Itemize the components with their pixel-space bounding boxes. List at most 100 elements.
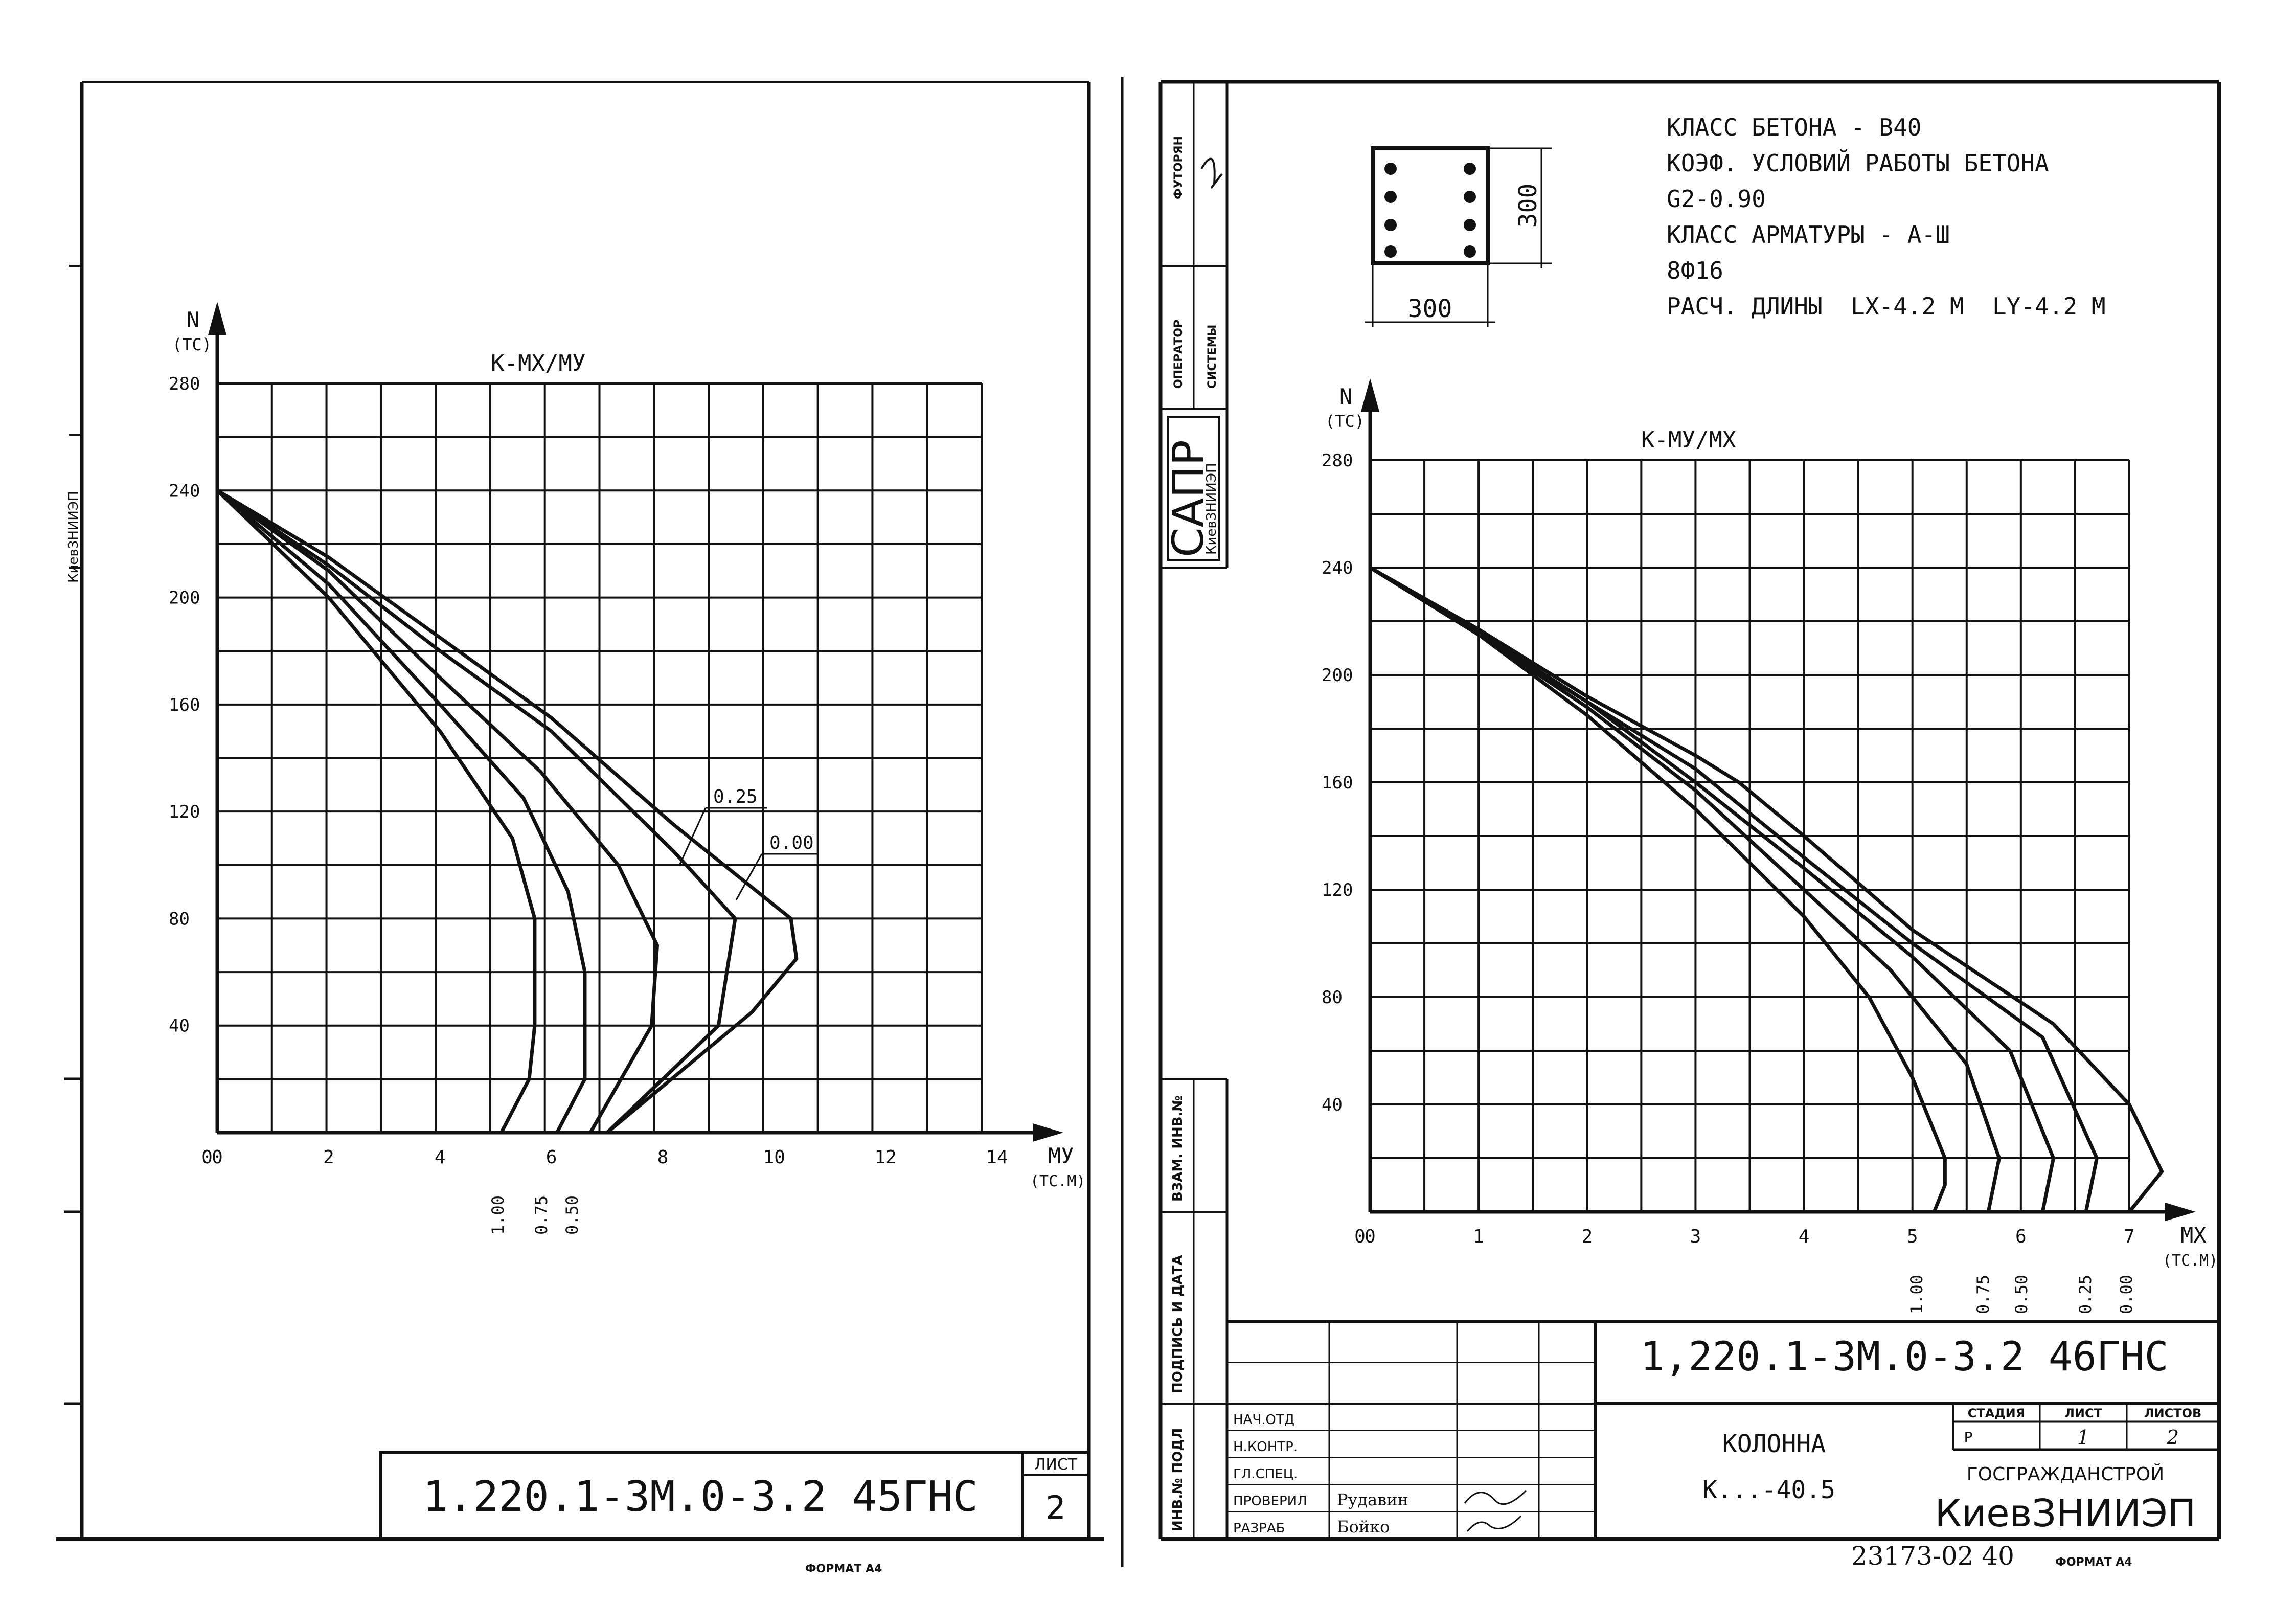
stamp-roles: НАЧ.ОТД Н.КОНТР. ГЛ.СПЕЦ. ПРОВЕРИЛ РАЗРА… <box>1233 1412 1408 1537</box>
left-sheet-frame <box>56 81 1104 1541</box>
series-line <box>1369 566 1947 1213</box>
stamp-name: Рудавин <box>1337 1490 1408 1509</box>
right-sheet-code: 1,220.1-3М.0-3.2 46ГНС <box>1640 1334 2168 1380</box>
left-sheet-code: 1.220.1-3М.0-3.2 45ГНС <box>423 1473 978 1521</box>
x-tick-label: 7 <box>2124 1226 2135 1247</box>
y-tick-label: 280 <box>1322 450 1353 471</box>
series-line <box>1369 566 2099 1212</box>
stamp-sheet-label: ЛИСТ <box>2064 1406 2103 1420</box>
series-label: 0.00 <box>2117 1275 2136 1314</box>
note-line: G2-0.90 <box>1667 185 1766 213</box>
x-tick-label: 6 <box>2015 1226 2027 1247</box>
frame-label-vzam: ВЗАМ. ИНВ.№ <box>1170 1095 1186 1202</box>
x-tick-label: 2 <box>1581 1226 1593 1247</box>
series-label: 1.00 <box>488 1195 508 1235</box>
column-section-sketch <box>1365 146 1552 327</box>
stamp-title: КОЛОННА <box>1722 1430 1826 1458</box>
x-tick-label: 8 <box>657 1147 669 1168</box>
x-tick-label: 4 <box>435 1147 446 1168</box>
series-label: 0.50 <box>2012 1275 2031 1314</box>
series-line <box>216 489 537 1134</box>
left-side-org: КиевЗНИИЭП <box>66 491 81 583</box>
side-label-org: КиевЗНИИЭП <box>1204 463 1219 555</box>
series-label: 0.75 <box>1973 1275 1993 1314</box>
callout-line <box>679 807 707 865</box>
x-tick-label: 10 <box>763 1147 785 1168</box>
chart-title: К-МУ/МХ <box>1641 427 1736 453</box>
x-tick-label: 3 <box>1690 1226 1701 1247</box>
note-line: РАСЧ. ДЛИНЫ LX-4.2 М LY-4.2 М <box>1667 292 2106 320</box>
y-tick-label: 40 <box>1322 1095 1343 1115</box>
stamp-sheets-label: ЛИСТОВ <box>2144 1406 2202 1420</box>
y-tick-label: 160 <box>169 695 200 715</box>
x-axis-unit: (ТС.М) <box>2163 1252 2218 1270</box>
left-sheet-label: ЛИСТ <box>1034 1456 1078 1474</box>
y-tick-label: 120 <box>169 802 200 822</box>
stamp-role: ГЛ.СПЕЦ. <box>1233 1466 1298 1482</box>
stamp-role: РАЗРАБ <box>1233 1521 1285 1536</box>
x-tick-label: 5 <box>1907 1226 1918 1247</box>
y-axis-arrow <box>208 302 226 335</box>
y-tick-label: 120 <box>1322 880 1353 900</box>
note-line: КЛАСС БЕТОНА - В40 <box>1667 114 1922 141</box>
footer-number: 23173-02 40 <box>1851 1541 2014 1571</box>
series-label: 0.25 <box>2076 1275 2095 1314</box>
left-format-label: ФОРМАТ А4 <box>805 1563 882 1575</box>
series-line <box>1369 566 2164 1213</box>
x-axis-arrow <box>1033 1123 1063 1142</box>
x-tick-label: 0 <box>201 1147 213 1168</box>
x-tick-label: 0 <box>212 1147 223 1168</box>
y-tick-label: 40 <box>169 1016 190 1036</box>
stamp-stage-label: СТАДИЯ <box>1968 1406 2026 1420</box>
design-notes: КЛАСС БЕТОНА - В40 КОЭФ. УСЛОВИЙ РАБОТЫ … <box>1667 114 2106 320</box>
callout-line <box>735 853 763 900</box>
series-label: 0.50 <box>562 1195 582 1235</box>
x-tick-label: 0 <box>1354 1226 1366 1247</box>
frame-label-inv: ИНВ.№ ПОДЛ <box>1170 1428 1186 1531</box>
section-height-label: 300 <box>1514 184 1542 228</box>
chart-left: N (ТС) МУ (ТС.М) К-МХ/МУ 0 2 4 6 8 10 12 14 40 80 120 16… <box>169 302 1085 1235</box>
stamp-org1: ГОСГРАЖДАНСТРОЙ <box>1967 1463 2164 1485</box>
series-line <box>216 489 587 1134</box>
stamp-role: НАЧ.ОТД <box>1233 1412 1294 1428</box>
chart-title: К-МХ/МУ <box>491 350 585 376</box>
stamp-sheet: 1 <box>2077 1426 2089 1449</box>
signature-mark <box>1200 157 1223 189</box>
note-line: 8Ф16 <box>1667 257 1723 284</box>
x-tick-label: 4 <box>1799 1226 1810 1247</box>
x-tick-label: 1 <box>1473 1226 1484 1247</box>
y-tick-label: 280 <box>169 374 200 394</box>
chart-right: N (ТС) МХ (ТС.М) К-МУ/МХ 0 1 2 3 4 5 6 7 40 80 120 160 20… <box>1322 378 2218 1314</box>
stamp-mark: К...-40.5 <box>1702 1476 1835 1504</box>
stamp-sheets: 2 <box>2166 1426 2179 1449</box>
x-tick-label: 6 <box>546 1147 557 1168</box>
x-axis-label: МХ <box>2180 1223 2207 1248</box>
left-sheet-number: 2 <box>1045 1489 1065 1526</box>
callout-label: 0.25 <box>713 786 758 807</box>
y-tick-label: 160 <box>1322 773 1353 793</box>
x-axis-label: МУ <box>1048 1143 1074 1168</box>
y-axis-label: N <box>1339 384 1352 409</box>
x-axis-unit: (ТС.М) <box>1030 1172 1085 1190</box>
callout-label: 0.00 <box>769 832 814 853</box>
y-tick-label: 80 <box>169 909 190 929</box>
stamp-role: Н.КОНТР. <box>1233 1439 1298 1455</box>
note-line: КОЭФ. УСЛОВИЙ РАБОТЫ БЕТОНА <box>1667 149 2049 177</box>
series-line <box>216 489 660 1134</box>
series-line <box>216 489 799 1134</box>
stamp-org2: КиевЗНИИЭП <box>1935 1492 2196 1536</box>
section-width-label: 300 <box>1408 295 1452 323</box>
y-axis-unit: (ТС) <box>172 335 212 354</box>
y-tick-label: 200 <box>1322 665 1353 686</box>
x-tick-label: 14 <box>986 1147 1008 1168</box>
series-line <box>216 489 737 1134</box>
frame-label-sign: ПОДПИСЬ И ДАТА <box>1170 1255 1186 1393</box>
y-tick-label: 240 <box>169 481 200 501</box>
x-axis-arrow <box>2165 1203 2196 1221</box>
signature-mark <box>1464 1489 1527 1532</box>
stamp-name: Бойко <box>1337 1517 1390 1537</box>
x-tick-label: 0 <box>1365 1226 1376 1247</box>
rebar-dots <box>1384 163 1476 258</box>
side-label-futoryan: ФУТОРЯН <box>1172 136 1185 199</box>
